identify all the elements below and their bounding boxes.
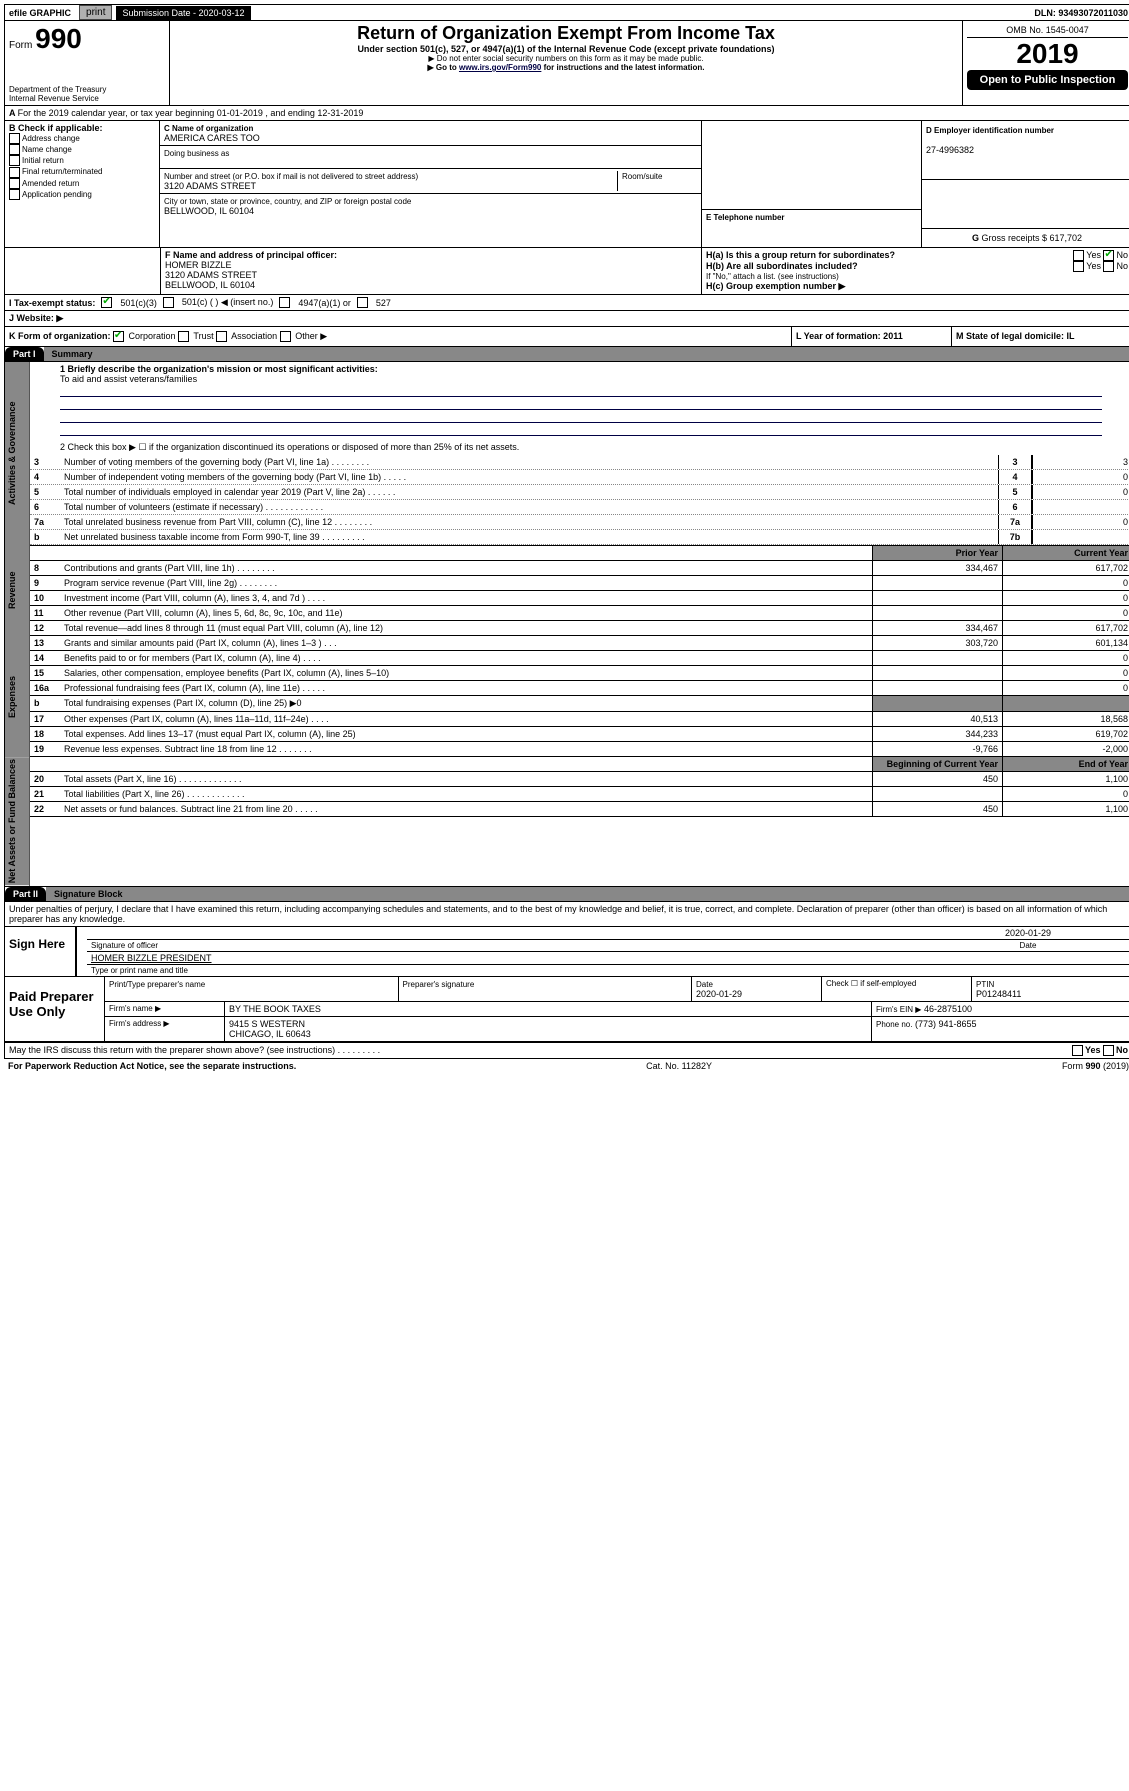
section-J: J Website: ▶ [4, 311, 1129, 327]
net-assets: Net Assets or Fund Balances Beginning of… [4, 757, 1129, 886]
efile-label: efile GRAPHIC [5, 8, 75, 18]
form-header: Form 990 Department of the Treasury Inte… [4, 21, 1129, 106]
table-row: 13Grants and similar amounts paid (Part … [30, 636, 1129, 651]
footer: For Paperwork Reduction Act Notice, see … [4, 1059, 1129, 1073]
table-row: 19Revenue less expenses. Subtract line 1… [30, 742, 1129, 757]
part-ii-header: Part II Signature Block [4, 887, 1129, 902]
ssn-note: ▶ Do not enter social security numbers o… [174, 54, 958, 63]
table-row: 22Net assets or fund balances. Subtract … [30, 802, 1129, 817]
checkbox-4947[interactable] [279, 297, 290, 308]
table-row: 16aProfessional fundraising fees (Part I… [30, 681, 1129, 696]
checkbox-501c3[interactable] [101, 297, 112, 308]
section-B: B Check if applicable: Address change Na… [5, 121, 160, 247]
table-row: 5Total number of individuals employed in… [30, 485, 1129, 500]
table-row: 12Total revenue—add lines 8 through 11 (… [30, 621, 1129, 636]
table-row: 8Contributions and grants (Part VIII, li… [30, 561, 1129, 576]
checkbox-527[interactable] [357, 297, 368, 308]
revenue: Revenue Prior Year Current Year 8Contrib… [4, 545, 1129, 636]
section-DG: D Employer identification number 27-4996… [922, 121, 1129, 247]
checkbox-501c[interactable] [163, 297, 174, 308]
form-subtitle: Under section 501(c), 527, or 4947(a)(1)… [174, 44, 958, 54]
submission-date: Submission Date - 2020-03-12 [116, 6, 250, 20]
table-row: 6Total number of volunteers (estimate if… [30, 500, 1129, 515]
part-i-header: Part I Summary [4, 347, 1129, 362]
form-title: Return of Organization Exempt From Incom… [174, 23, 958, 44]
section-FH: F Name and address of principal officer:… [4, 248, 1129, 295]
section-E: E Telephone number [702, 121, 922, 247]
table-row: bTotal fundraising expenses (Part IX, co… [30, 696, 1129, 712]
table-row: 15Salaries, other compensation, employee… [30, 666, 1129, 681]
section-H: H(a) Is this a group return for subordin… [702, 248, 1129, 294]
table-row: 21Total liabilities (Part X, line 26) . … [30, 787, 1129, 802]
table-row: 10Investment income (Part VIII, column (… [30, 591, 1129, 606]
goto-note: ▶ Go to www.irs.gov/Form990 for instruct… [174, 63, 958, 72]
omb: OMB No. 1545-0047 [967, 23, 1128, 38]
table-row: 3Number of voting members of the governi… [30, 455, 1129, 470]
table-row: 17Other expenses (Part IX, column (A), l… [30, 712, 1129, 727]
form990-link[interactable]: www.irs.gov/Form990 [459, 63, 541, 72]
paid-preparer: Paid Preparer Use Only Print/Type prepar… [4, 977, 1129, 1043]
perjury-text: Under penalties of perjury, I declare th… [4, 902, 1129, 927]
activities-governance: Activities & Governance 1 Briefly descri… [4, 362, 1129, 545]
table-row: bNet unrelated business taxable income f… [30, 530, 1129, 545]
discuss-row: May the IRS discuss this return with the… [4, 1043, 1129, 1059]
section-I: I Tax-exempt status: 501(c)(3) 501(c) ( … [4, 295, 1129, 311]
tax-year: 2019 [967, 38, 1128, 70]
top-bar: efile GRAPHIC print Submission Date - 20… [4, 4, 1129, 21]
table-row: 7aTotal unrelated business revenue from … [30, 515, 1129, 530]
table-row: 18Total expenses. Add lines 13–17 (must … [30, 727, 1129, 742]
section-F: F Name and address of principal officer:… [160, 248, 702, 294]
treasury: Department of the Treasury Internal Reve… [9, 85, 165, 103]
expenses: Expenses 13Grants and similar amounts pa… [4, 636, 1129, 757]
section-KLM: K Form of organization: Corporation Trus… [4, 327, 1129, 347]
table-row: 11Other revenue (Part VIII, column (A), … [30, 606, 1129, 621]
section-A: A For the 2019 calendar year, or tax yea… [4, 106, 1129, 121]
print-button[interactable]: print [79, 5, 112, 20]
dln: DLN: 93493072011030 [1034, 8, 1129, 18]
form-number: Form 990 [9, 23, 165, 55]
section-C: C Name of organizationAMERICA CARES TOO … [160, 121, 702, 247]
table-row: 4Number of independent voting members of… [30, 470, 1129, 485]
table-row: 9Program service revenue (Part VIII, lin… [30, 576, 1129, 591]
table-row: 14Benefits paid to or for members (Part … [30, 651, 1129, 666]
sign-here: Sign Here 2020-01-29 Signature of office… [4, 927, 1129, 977]
section-BCDEG: B Check if applicable: Address change Na… [4, 121, 1129, 248]
open-to-public: Open to Public Inspection [967, 70, 1128, 90]
table-row: 20Total assets (Part X, line 16) . . . .… [30, 772, 1129, 787]
